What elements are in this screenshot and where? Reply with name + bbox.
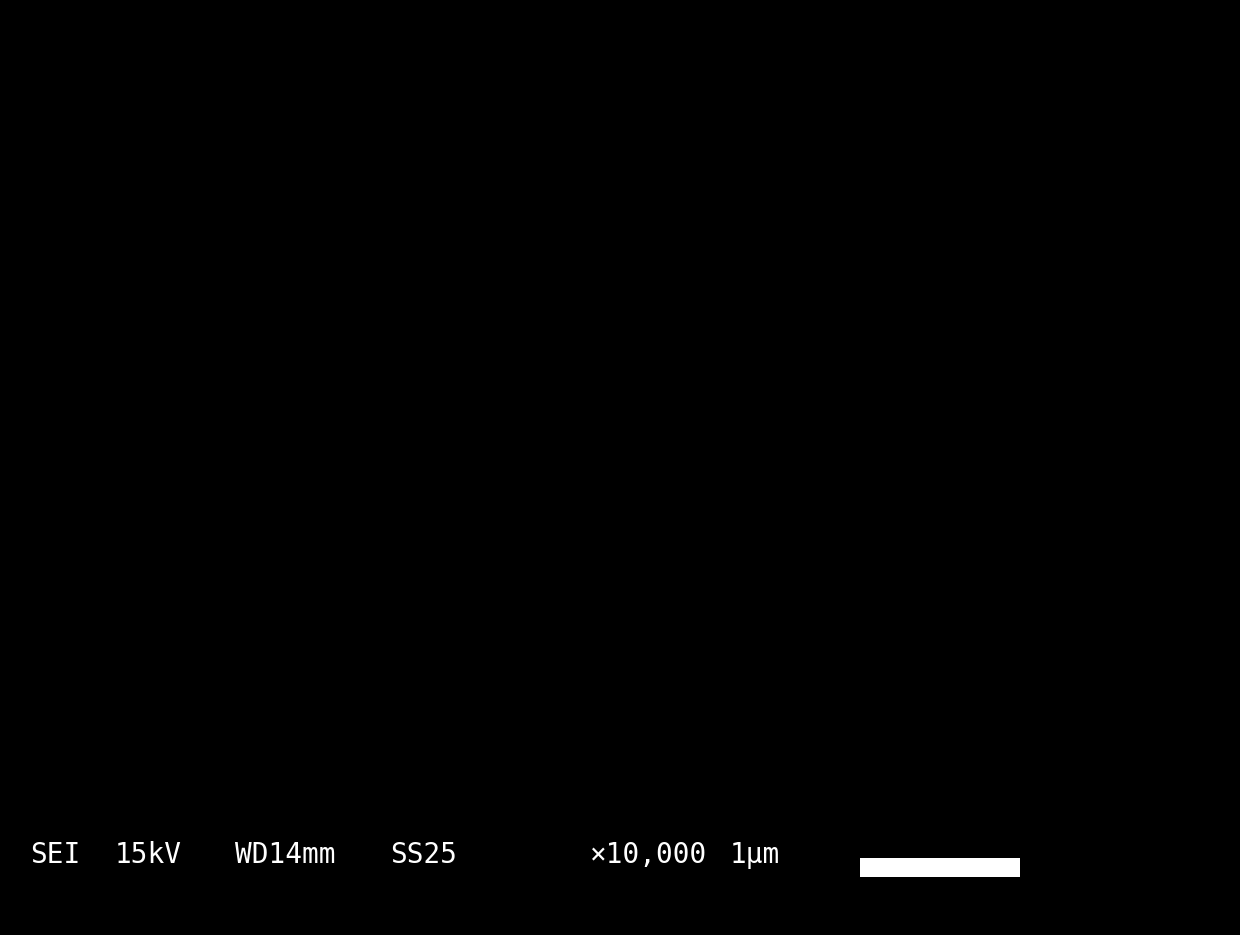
- Text: 15kV: 15kV: [115, 841, 182, 869]
- Text: ×10,000: ×10,000: [590, 841, 707, 869]
- Text: SS25: SS25: [391, 841, 458, 869]
- Text: WD14mm: WD14mm: [236, 841, 336, 869]
- Text: 1μm: 1μm: [730, 841, 780, 869]
- Text: SEI: SEI: [30, 841, 81, 869]
- Bar: [861, 858, 1021, 877]
